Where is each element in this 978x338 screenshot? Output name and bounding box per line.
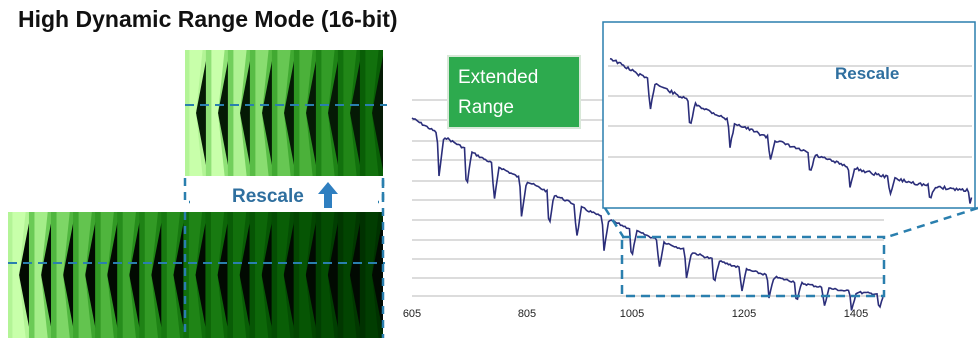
- rescale-left-label: Rescale: [232, 186, 304, 207]
- green-stripe-highlight: [233, 212, 247, 338]
- green-stripe-highlight: [321, 50, 335, 176]
- zoom-connector-left: [603, 207, 626, 239]
- x-tick-label: 1005: [620, 308, 644, 320]
- green-stripe-highlight: [211, 50, 225, 176]
- extended-range-line2: Range: [458, 97, 514, 118]
- green-stripe-highlight: [255, 50, 269, 176]
- page-title: High Dynamic Range Mode (16-bit): [18, 6, 398, 32]
- up-arrow-icon: [318, 182, 338, 208]
- green-stripe-highlight: [144, 212, 158, 338]
- green-stripe-highlight: [189, 50, 203, 176]
- green-stripe-highlight: [122, 212, 136, 338]
- inset-chart: Rescale: [602, 21, 976, 209]
- green-stripe-highlight: [34, 212, 48, 338]
- inset-gridlines: [608, 65, 972, 158]
- green-stripe-highlight: [321, 212, 335, 338]
- green-stripe-highlight: [277, 50, 291, 176]
- green-stripe-highlight: [343, 212, 357, 338]
- x-tick-label: 1205: [732, 308, 756, 320]
- green-stripe-highlight: [233, 50, 247, 176]
- extended-range-line1: Extended: [458, 67, 538, 88]
- inset-spectrum-curve: [609, 57, 973, 204]
- full-stripe-image: [8, 180, 385, 338]
- x-tick-label: 1405: [844, 308, 868, 320]
- green-stripe-highlight: [12, 212, 26, 338]
- spectrum-curve: [411, 117, 884, 311]
- extended-range-badge: Extended Range: [447, 55, 581, 129]
- zoom-region-box: [620, 235, 886, 298]
- green-stripe-highlight: [299, 50, 313, 176]
- green-stripe-highlight: [255, 212, 269, 338]
- green-stripe-highlight: [188, 212, 203, 338]
- zoom-connector-right: [883, 206, 978, 240]
- x-tick-label: 805: [518, 308, 536, 320]
- green-stripe-highlight: [277, 212, 291, 338]
- rescaled-stripe-image: [185, 50, 387, 176]
- rescale-inset-label: Rescale: [835, 64, 899, 83]
- green-stripe-highlight: [365, 50, 379, 176]
- green-stripe-highlight: [166, 212, 181, 338]
- green-stripe-highlight: [343, 50, 357, 176]
- rescale-callout: Rescale: [183, 178, 385, 208]
- green-stripe-highlight: [299, 212, 313, 338]
- green-stripe-highlight: [210, 212, 225, 338]
- green-stripe-highlight: [100, 212, 114, 338]
- x-axis-ticks: 605 805 1005 1205 1405: [403, 308, 868, 320]
- rescale-label-bg: [190, 182, 378, 208]
- green-stripe-highlight: [365, 212, 379, 338]
- green-stripe-highlight: [78, 212, 92, 338]
- x-tick-label: 605: [403, 308, 421, 320]
- green-stripe-highlight: [56, 212, 70, 338]
